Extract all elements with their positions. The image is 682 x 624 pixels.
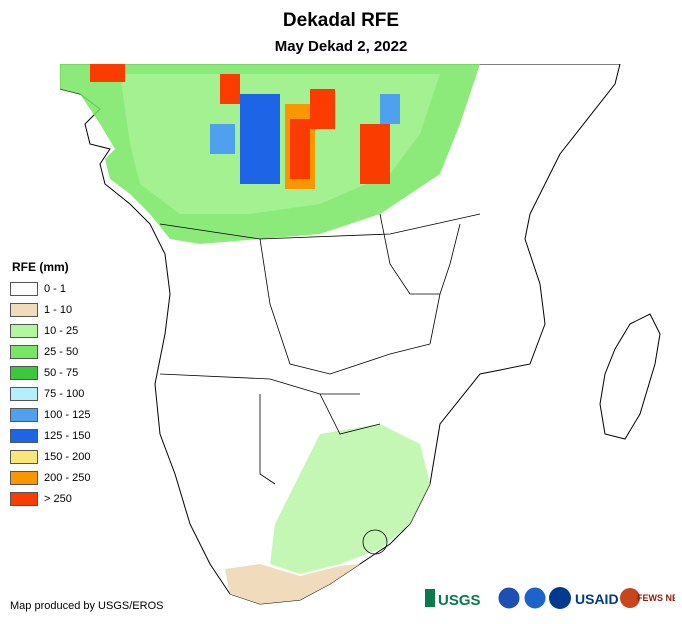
- legend-item: 125 - 150: [10, 425, 90, 446]
- legend-swatch: [10, 449, 38, 464]
- legend-item: 100 - 125: [10, 404, 90, 425]
- legend-swatch: [10, 470, 38, 485]
- lesotho: [362, 529, 388, 555]
- rainfall-zone-south-dry: [225, 564, 360, 604]
- legend-swatch: [10, 344, 38, 359]
- usgs-logo: USGS: [425, 589, 481, 609]
- legend-title: RFE (mm): [12, 260, 69, 274]
- legend-item: 0 - 1: [10, 278, 90, 299]
- legend-item: 75 - 100: [10, 383, 90, 404]
- country-borders: [159, 213, 481, 485]
- legend-swatch: [10, 323, 38, 338]
- svg-text:FEWS NET: FEWS NET: [637, 593, 675, 603]
- legend-label: 10 - 25: [44, 324, 79, 337]
- legend-label: > 250: [44, 492, 72, 505]
- heavy-rain-cells: [90, 64, 400, 189]
- agency-logos: USGS USAID FEWS NET: [425, 586, 675, 610]
- legend-label: 25 - 50: [44, 345, 79, 358]
- credit-text: Map produced by USGS/EROS: [10, 600, 164, 612]
- legend-swatch: [10, 386, 38, 401]
- svg-text:USGS: USGS: [438, 592, 481, 609]
- noaa-logo: [497, 586, 521, 610]
- legend-item: 200 - 250: [10, 467, 90, 488]
- legend-swatch: [10, 302, 38, 317]
- rainfall-map: [60, 64, 661, 605]
- nasa-style-logo: [523, 586, 547, 610]
- legend-label: 100 - 125: [44, 408, 91, 421]
- legend-label: 75 - 100: [44, 387, 85, 400]
- madagascar: [599, 313, 661, 440]
- legend-item: 10 - 25: [10, 320, 90, 341]
- legend-item: 25 - 50: [10, 341, 90, 362]
- legend-label: 1 - 10: [44, 303, 73, 316]
- legend-swatch: [10, 407, 38, 422]
- legend-swatch: [10, 428, 38, 443]
- legend-label: 150 - 200: [44, 450, 91, 463]
- legend: RFE (mm) 0 - 1 1 - 10 10 - 25 25 - 50 50 - 7…: [10, 260, 90, 509]
- legend-label: 0 - 1: [44, 282, 67, 295]
- usaid-logo: USAID: [549, 587, 619, 609]
- legend-swatch: [10, 281, 38, 296]
- legend-label: 125 - 150: [44, 429, 91, 442]
- legend-item: 1 - 10: [10, 299, 90, 320]
- map-subtitle: May Dekad 2, 2022: [274, 38, 408, 55]
- legend-label: 200 - 250: [44, 471, 91, 484]
- legend-item: > 250: [10, 488, 90, 509]
- fews-net-logo: FEWS NET: [620, 588, 675, 608]
- legend-swatch: [10, 365, 38, 380]
- legend-item: 50 - 75: [10, 362, 90, 383]
- map-title: Dekadal RFE: [282, 10, 400, 31]
- legend-label: 50 - 75: [44, 366, 79, 379]
- svg-text:USAID: USAID: [575, 591, 619, 607]
- legend-item: 150 - 200: [10, 446, 90, 467]
- legend-swatch: [10, 491, 38, 506]
- rainfall-zone-south: [270, 424, 430, 574]
